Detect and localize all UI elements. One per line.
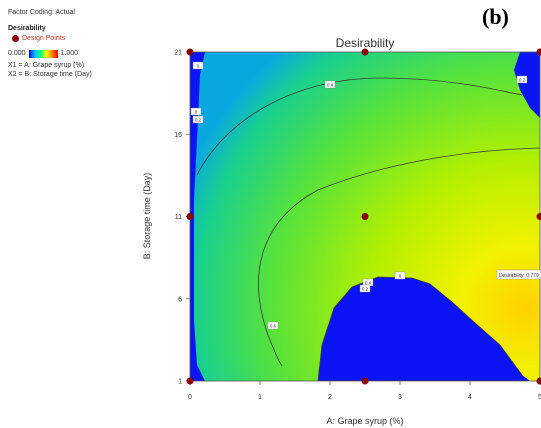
- contour-outer: [196, 77, 523, 176]
- factor-x1-label: X1 = A: Grape syrup (%): [8, 61, 85, 69]
- y-tick-label: 16: [174, 132, 182, 139]
- contour-inner: [258, 147, 540, 367]
- blue-region-top-left: [190, 52, 205, 381]
- plot-area: 000.20.40.200.40.20.6: [190, 52, 540, 381]
- y-tick-label: 21: [174, 50, 182, 57]
- design-point: [536, 377, 541, 385]
- x-tick-label: 2: [328, 394, 332, 401]
- response-label: Desirability: [8, 25, 46, 33]
- contour-label: 0: [197, 64, 200, 69]
- design-point: [361, 377, 369, 385]
- blue-region-top-right: [514, 52, 540, 118]
- x-tick-label: 4: [468, 394, 472, 401]
- optimum-annotation-box: [496, 269, 541, 280]
- x-axis-label: A: Grape syrup (%): [326, 416, 403, 426]
- design-point-marker-icon: [12, 35, 19, 43]
- contour-label: 0: [195, 110, 198, 115]
- design-points-label: Design Points: [22, 34, 66, 42]
- legend-panel: Factor Coding: Actual Desirability Desig…: [8, 8, 178, 80]
- contour-label: 0: [399, 274, 402, 279]
- optimum-annotation: Desirability: 0.779: [496, 269, 541, 280]
- contour-label-box: [324, 80, 336, 89]
- contour-label: 0.2: [362, 287, 369, 292]
- scale-min-label: 0.000: [8, 50, 26, 58]
- y-tick-label: 1: [178, 379, 182, 386]
- contour-label-box: [359, 284, 371, 293]
- contour-label-box: [192, 61, 204, 70]
- design-point: [186, 48, 194, 56]
- design-point: [186, 377, 194, 385]
- contour-label-box: [190, 107, 202, 116]
- factor-x2-label: X2 = B: Storage time (Day): [8, 71, 92, 79]
- contour-label: 0.4: [365, 281, 372, 286]
- x-tick-label: 0: [188, 394, 192, 401]
- chart-title: Desirability: [336, 36, 395, 50]
- color-scale: 0.000 1.000: [8, 49, 178, 59]
- design-point: [536, 213, 541, 220]
- contour-label-box: [267, 321, 279, 330]
- contour-label: 0.6: [270, 324, 277, 329]
- design-point: [186, 213, 194, 220]
- panel-label: (b): [482, 4, 509, 29]
- contour-label-box: [516, 75, 528, 84]
- x-tick-label: 3: [398, 394, 402, 401]
- contour-label: 0.2: [519, 78, 526, 83]
- design-points: [186, 48, 541, 385]
- y-tick-label: 11: [175, 214, 182, 221]
- factor-coding-label: Factor Coding: Actual: [8, 9, 75, 16]
- design-point: [361, 48, 369, 56]
- contour-label: 0.4: [327, 83, 334, 88]
- contour-labels: 000.20.40.200.40.20.6: [190, 61, 528, 330]
- contour-label-box: [394, 271, 406, 280]
- x-tick-label: 1: [258, 394, 262, 401]
- optimum-annotation-text: Desirability: 0.779: [499, 273, 539, 279]
- contour-label: 0.2: [195, 118, 202, 123]
- design-point: [361, 213, 369, 220]
- color-scale-bar: [28, 50, 58, 59]
- blue-region-bottom-center: [318, 277, 530, 381]
- y-tick-label: 6: [178, 296, 182, 303]
- x-tick-label: 5: [538, 394, 541, 401]
- scale-max-label: 1.000: [60, 50, 79, 58]
- contour-zero: [317, 276, 523, 381]
- design-point: [536, 48, 541, 56]
- x-axis: 0 1 2 3 4 5: [188, 381, 541, 401]
- design-points-legend: Design Points: [12, 34, 178, 43]
- y-axis-label: B: Storage time (Day): [142, 173, 152, 260]
- contour-label-box: [192, 115, 204, 124]
